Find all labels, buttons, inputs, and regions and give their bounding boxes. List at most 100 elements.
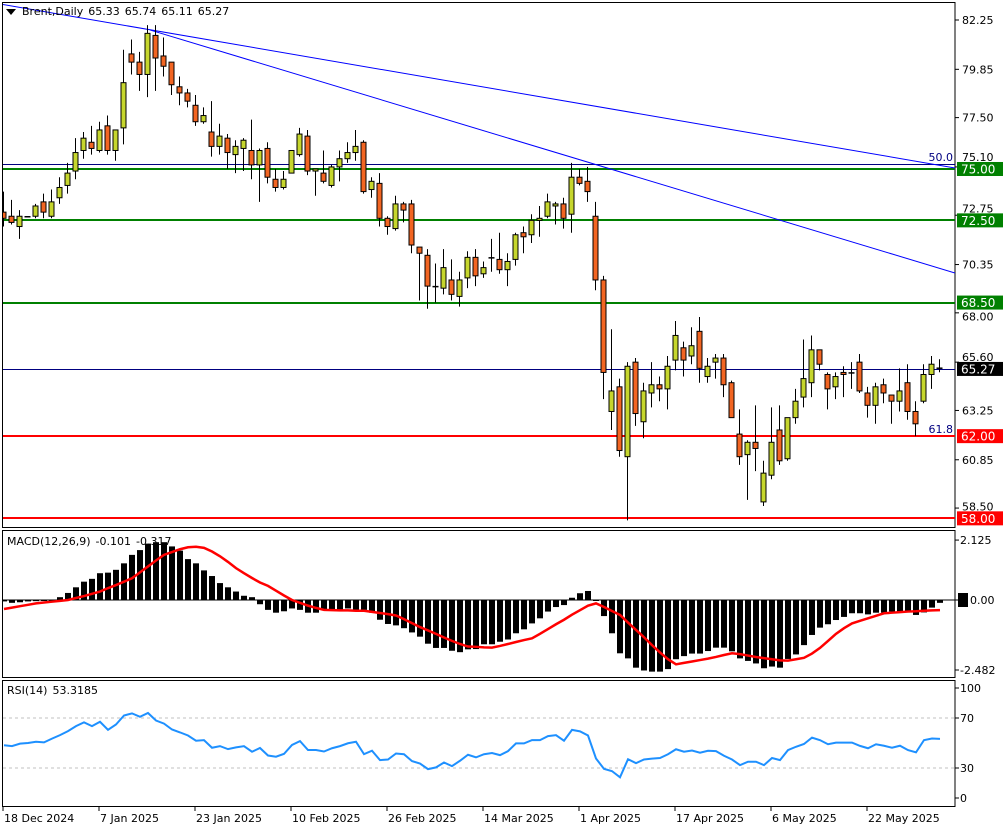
candle-body xyxy=(160,55,167,67)
candle-body xyxy=(408,203,415,246)
candle-body xyxy=(728,382,735,419)
candle xyxy=(800,339,807,408)
low-value: 65.11 xyxy=(161,5,193,18)
candle-body xyxy=(656,384,663,390)
candle xyxy=(848,362,855,389)
macd-histogram-bar xyxy=(449,600,455,651)
macd-histogram-bar xyxy=(689,600,695,654)
candle-body xyxy=(136,61,143,75)
candle-body xyxy=(128,53,135,63)
macd-histogram-bar xyxy=(425,600,431,644)
macd-histogram-bar xyxy=(393,600,399,626)
candle-body xyxy=(304,135,311,172)
candle-body xyxy=(384,217,391,228)
candle-body xyxy=(32,205,39,217)
macd-histogram-bar xyxy=(233,591,239,600)
candle-body xyxy=(440,267,447,289)
candle xyxy=(432,263,439,303)
time-axis-label: 22 May 2025 xyxy=(868,812,940,825)
macd-histogram-bar xyxy=(201,570,207,600)
candle-body xyxy=(568,176,575,215)
macd-plot xyxy=(3,542,955,672)
macd-histogram-bar xyxy=(729,600,735,652)
high-value: 65.74 xyxy=(124,5,157,18)
level-price-label: 68.50 xyxy=(961,296,995,310)
candle-body xyxy=(264,147,271,178)
macd-histogram-bar xyxy=(89,578,95,600)
macd-histogram-bar xyxy=(369,600,375,613)
candle-body xyxy=(464,256,471,279)
candle xyxy=(768,407,775,480)
candle-body xyxy=(584,180,591,193)
candle-body xyxy=(712,357,719,363)
candle xyxy=(32,203,39,219)
candle-body xyxy=(520,232,527,238)
candle-body xyxy=(904,382,911,412)
candle-body xyxy=(640,390,647,423)
candle-body xyxy=(832,376,839,388)
candle-body xyxy=(112,129,119,151)
macd-histogram-bar xyxy=(857,600,863,614)
candle-body xyxy=(600,279,607,373)
candle xyxy=(856,353,863,393)
candle-body xyxy=(8,215,15,223)
candle-body xyxy=(448,279,455,295)
price-axis-label: 77.50 xyxy=(962,112,994,125)
candle xyxy=(112,129,119,161)
macd-histogram-bar xyxy=(505,600,511,640)
candle-body xyxy=(784,417,791,460)
candle-body xyxy=(456,279,463,297)
dropdown-triangle-icon[interactable] xyxy=(6,9,16,15)
candle xyxy=(3,191,7,227)
candle xyxy=(792,388,799,424)
candle xyxy=(160,37,167,77)
candle-body xyxy=(48,201,55,217)
candle-body xyxy=(184,92,191,102)
rsi-label: RSI(14) 53.3185 xyxy=(7,684,103,697)
macd-histogram-bar xyxy=(273,600,279,613)
candle-body xyxy=(920,373,927,402)
candle-body xyxy=(720,357,727,386)
candle-body xyxy=(168,61,175,86)
macd-histogram-bar xyxy=(785,600,791,659)
time-axis-label: 1 Apr 2025 xyxy=(580,812,641,825)
candle xyxy=(824,372,831,410)
open-value: 65.33 xyxy=(88,5,120,18)
candle-body xyxy=(64,172,71,186)
candle-body xyxy=(912,410,919,425)
candle xyxy=(928,355,935,389)
candle-body xyxy=(552,203,559,207)
macd-histogram-bar xyxy=(697,600,703,654)
candle-body xyxy=(864,392,871,406)
macd-histogram-bar xyxy=(889,600,895,612)
macd-histogram-bar xyxy=(537,600,543,619)
candle-body xyxy=(3,211,7,219)
macd-histogram-bar xyxy=(17,600,23,603)
macd-histogram-bar xyxy=(761,600,767,669)
candle xyxy=(712,353,719,379)
candle xyxy=(728,380,735,419)
rsi-axis-label: 100 xyxy=(960,682,981,695)
candle-body xyxy=(72,152,79,172)
macd-histogram-bar xyxy=(553,600,559,608)
candle xyxy=(128,39,135,75)
macd-histogram-bar xyxy=(873,600,879,613)
candle-body xyxy=(536,217,543,221)
macd-histogram-bar xyxy=(257,600,263,605)
macd-histogram-bar xyxy=(753,600,759,664)
candle xyxy=(552,201,559,225)
candle-body xyxy=(144,32,151,75)
candle-body xyxy=(624,365,631,458)
price-axis-label: 75.10 xyxy=(962,151,994,164)
macd-histogram-bar xyxy=(265,600,271,610)
candle xyxy=(224,134,231,169)
macd-histogram-bar xyxy=(361,600,367,610)
time-axis-label: 23 Jan 2025 xyxy=(196,812,262,825)
candle xyxy=(336,150,343,182)
rsi-plot xyxy=(3,711,955,779)
candle xyxy=(352,129,359,161)
candle xyxy=(904,364,911,420)
candle xyxy=(640,382,647,439)
candle xyxy=(272,168,279,192)
